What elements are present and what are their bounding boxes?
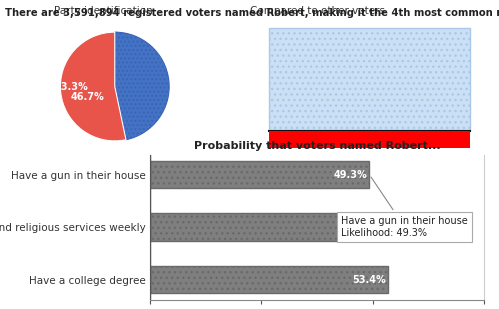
Bar xyxy=(150,214,369,241)
Text: 53.4%: 53.4% xyxy=(352,274,386,285)
Wedge shape xyxy=(60,32,126,141)
Bar xyxy=(150,266,388,293)
FancyBboxPatch shape xyxy=(268,28,470,130)
Wedge shape xyxy=(115,32,169,140)
Text: 46.7%: 46.7% xyxy=(71,92,104,102)
Text: Party identification: Party identification xyxy=(53,6,152,16)
Text: Compared to other voters: Compared to other voters xyxy=(250,6,385,16)
Text: 53.3%: 53.3% xyxy=(54,82,88,91)
Bar xyxy=(150,161,369,188)
Text: 49.3%: 49.3% xyxy=(333,170,367,180)
Text: There are 3,591,894 registered voters named Robert, making it the 4th most commo: There are 3,591,894 registered voters na… xyxy=(5,8,499,18)
Text: Have a gun in their house
Likelihood: 49.3%: Have a gun in their house Likelihood: 49… xyxy=(341,177,468,238)
FancyBboxPatch shape xyxy=(268,131,470,148)
Title: Probability that voters named Robert...: Probability that voters named Robert... xyxy=(194,141,440,151)
